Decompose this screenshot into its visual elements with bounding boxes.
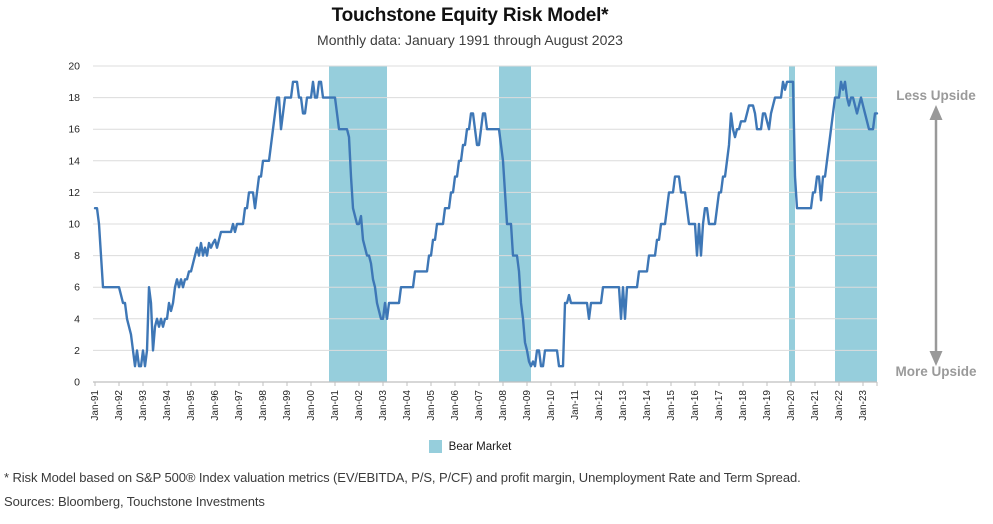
bear-market-legend-label: Bear Market <box>448 440 512 453</box>
svg-text:Jan-18: Jan-18 <box>738 390 749 421</box>
svg-text:Jan-97: Jan-97 <box>234 390 245 421</box>
svg-text:20: 20 <box>68 61 80 73</box>
risk-model-footnote: * Risk Model based on S&P 500® Index val… <box>4 470 801 485</box>
svg-text:10: 10 <box>68 219 80 231</box>
svg-text:2: 2 <box>74 345 80 357</box>
page-subtitle: Monthly data: January 1991 through Augus… <box>317 32 623 48</box>
svg-text:Jan-14: Jan-14 <box>642 390 653 421</box>
grid-lines <box>93 65 877 351</box>
y-axis-labels: 0 2 4 6 8 10 12 14 16 18 20 <box>68 61 80 389</box>
svg-text:Jan-11: Jan-11 <box>570 390 581 420</box>
svg-text:0: 0 <box>74 377 80 389</box>
risk-model-line <box>93 80 879 368</box>
svg-text:Jan-94: Jan-94 <box>162 390 173 421</box>
svg-text:Jan-96: Jan-96 <box>210 390 221 421</box>
svg-text:12: 12 <box>68 187 80 199</box>
svg-text:6: 6 <box>74 282 80 294</box>
svg-text:8: 8 <box>74 250 80 262</box>
page-title: Touchstone Equity Risk Model* <box>331 5 609 26</box>
svg-text:14: 14 <box>68 155 80 167</box>
svg-text:Jan-08: Jan-08 <box>498 390 509 421</box>
sources-footnote: Sources: Bloomberg, Touchstone Investmen… <box>4 494 265 509</box>
bear-market-swatch <box>428 440 442 453</box>
svg-text:Jan-99: Jan-99 <box>282 390 293 421</box>
svg-text:Jan-93: Jan-93 <box>138 390 149 421</box>
svg-text:Jan-12: Jan-12 <box>594 390 605 421</box>
svg-text:Jan-16: Jan-16 <box>690 390 701 421</box>
svg-text:Jan-20: Jan-20 <box>786 390 797 421</box>
svg-text:4: 4 <box>74 313 80 325</box>
svg-text:Jan-06: Jan-06 <box>450 390 461 421</box>
x-axis <box>93 381 878 386</box>
svg-text:Jan-95: Jan-95 <box>186 390 197 421</box>
svg-text:Jan-22: Jan-22 <box>834 390 845 421</box>
x-axis-labels: Jan-91 Jan-92 Jan-93 Jan-94 Jan-95 Jan-96 Jan-… <box>90 390 869 421</box>
svg-text:Jan-91: Jan-91 <box>90 390 101 421</box>
svg-text:16: 16 <box>68 124 80 136</box>
svg-text:Jan-21: Jan-21 <box>810 390 821 421</box>
svg-text:Jan-00: Jan-00 <box>306 390 317 421</box>
svg-text:Jan-05: Jan-05 <box>426 390 437 421</box>
upside-arrow-icon <box>929 105 943 366</box>
svg-text:Jan-03: Jan-03 <box>378 390 389 421</box>
svg-text:Jan-04: Jan-04 <box>402 390 413 421</box>
svg-text:Jan-17: Jan-17 <box>714 390 725 421</box>
svg-text:Jan-10: Jan-10 <box>546 390 557 421</box>
svg-text:Jan-09: Jan-09 <box>522 390 533 421</box>
svg-text:Jan-07: Jan-07 <box>474 390 485 421</box>
svg-text:Jan-23: Jan-23 <box>858 390 869 421</box>
svg-text:Jan-01: Jan-01 <box>330 390 341 421</box>
svg-text:Jan-98: Jan-98 <box>258 390 269 421</box>
svg-text:Jan-13: Jan-13 <box>618 390 629 421</box>
svg-text:Jan-19: Jan-19 <box>762 390 773 421</box>
title-block: Touchstone Equity Risk Model* Monthly da… <box>0 5 940 48</box>
svg-text:Jan-02: Jan-02 <box>354 390 365 421</box>
svg-text:Jan-92: Jan-92 <box>114 390 125 421</box>
legend: Bear Market <box>0 440 940 453</box>
less-upside-label: Less Upside <box>896 88 976 103</box>
svg-text:Jan-15: Jan-15 <box>666 390 677 421</box>
svg-text:18: 18 <box>68 92 80 104</box>
more-upside-label: More Upside <box>895 364 977 379</box>
